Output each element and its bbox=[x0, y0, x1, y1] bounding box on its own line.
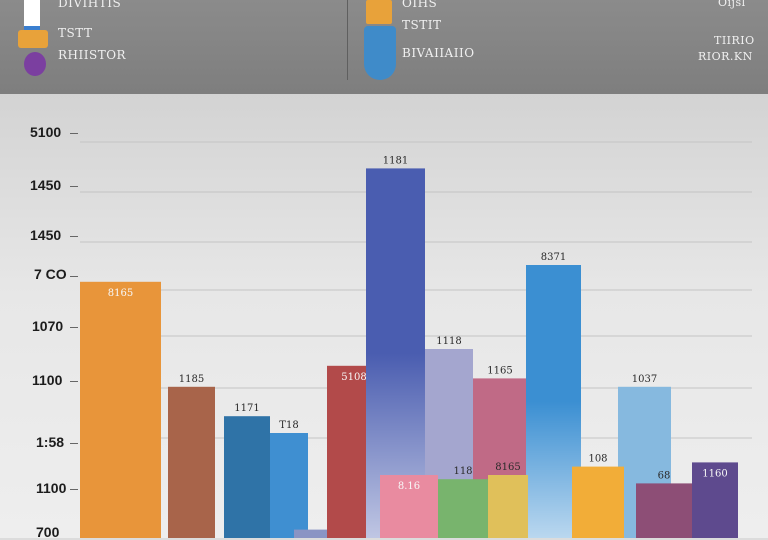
legend-label-9: RIOR.KN bbox=[698, 50, 753, 63]
bar-value-label: 1037 bbox=[632, 374, 657, 385]
legend-label-3: RHIISTOR bbox=[58, 48, 127, 62]
y-tick-label: 1:58 bbox=[36, 434, 65, 450]
y-tick-mark bbox=[70, 327, 78, 328]
y-tick-label: 5100 bbox=[30, 124, 62, 140]
legend-label-8: TIIRIO bbox=[714, 34, 755, 47]
bar-green bbox=[438, 479, 488, 538]
legend-swatch-amber bbox=[366, 0, 392, 24]
y-tick-label: 700 bbox=[36, 524, 60, 540]
bar-value-label: 1118 bbox=[436, 336, 461, 347]
y-tick-mark bbox=[70, 381, 78, 382]
bar-value-label: 118 bbox=[453, 466, 472, 477]
y-tick-label: 1100 bbox=[36, 480, 67, 496]
bar-value-label: 1165 bbox=[487, 365, 512, 376]
y-tick-mark bbox=[70, 236, 78, 237]
bar-value-label: 1185 bbox=[179, 374, 204, 385]
legend-swatch-purple bbox=[24, 52, 46, 76]
y-tick-label: 1100 bbox=[32, 372, 63, 388]
legend-band: DIVIHTIS TSTT RHIISTOR OIHS TSTIT BIVAII… bbox=[0, 0, 768, 94]
bar-value-label: 8371 bbox=[541, 252, 566, 263]
y-tick-mark bbox=[70, 489, 78, 490]
y-tick-label: 1450 bbox=[30, 177, 62, 193]
y-tick-label: 1070 bbox=[32, 318, 64, 334]
bar-value-label: 68 bbox=[658, 470, 671, 481]
legend-label-4: OIHS bbox=[402, 0, 438, 10]
y-tick-mark bbox=[70, 276, 78, 277]
legend-label-7: Oijsl bbox=[718, 0, 746, 9]
bar-value-label: 1181 bbox=[383, 155, 408, 166]
bar-amber bbox=[572, 466, 624, 538]
legend-divider bbox=[347, 0, 348, 80]
bar-pink bbox=[380, 475, 438, 538]
legend-label-1: DIVIHTIS bbox=[58, 0, 122, 10]
y-tick-label: 7 CO bbox=[34, 266, 67, 282]
bar-value-label: 108 bbox=[588, 454, 607, 465]
bar-yellow bbox=[488, 475, 528, 538]
bar-orange bbox=[80, 281, 161, 538]
legend-swatch-orange bbox=[18, 30, 48, 48]
legend-swatch-teal bbox=[364, 26, 396, 80]
y-tick-mark bbox=[70, 133, 78, 134]
legend-label-5: TSTIT bbox=[402, 18, 442, 32]
y-tick-mark bbox=[70, 443, 78, 444]
bar-plum bbox=[636, 483, 692, 538]
bar-value-label: 5108 bbox=[341, 372, 366, 383]
bar-blue bbox=[270, 433, 308, 538]
bar-value-label: 8165 bbox=[108, 288, 133, 299]
y-tick-label: 1450 bbox=[30, 227, 62, 243]
legend-swatch-blue bbox=[24, 0, 40, 30]
y-tick-mark bbox=[70, 186, 78, 187]
bar-fade bbox=[526, 401, 581, 538]
legend-label-2: TSTT bbox=[58, 26, 93, 40]
bar-value-label: 1171 bbox=[234, 403, 259, 414]
bar-value-label: 8.16 bbox=[398, 481, 420, 492]
bar-value-label: T18 bbox=[279, 420, 298, 431]
bar-purple bbox=[692, 462, 738, 538]
bar-value-label: 8165 bbox=[495, 462, 520, 473]
legend-label-6: BIVAIIAIIO bbox=[402, 46, 475, 60]
bar-dark-blue bbox=[224, 416, 270, 538]
bar-brown bbox=[168, 386, 215, 538]
bar-value-label: 1160 bbox=[702, 468, 727, 479]
